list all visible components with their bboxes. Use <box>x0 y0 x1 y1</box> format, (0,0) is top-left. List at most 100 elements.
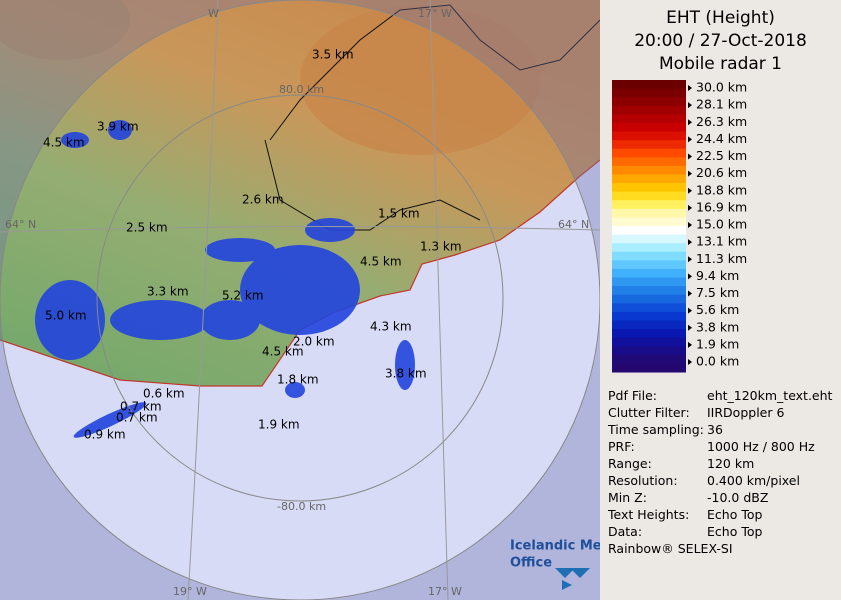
scale-band <box>612 268 686 279</box>
info-label: Time sampling: <box>608 422 704 437</box>
scale-label: 9.4 km <box>696 268 739 283</box>
scale-band <box>612 234 686 244</box>
scale-band <box>612 105 686 115</box>
scale-band <box>612 131 686 141</box>
info-value: 0.400 km/pixel <box>707 473 800 488</box>
scale-tick <box>688 256 692 263</box>
scale-band <box>612 226 686 236</box>
scale-tick <box>688 273 692 280</box>
scale-tick <box>688 153 692 160</box>
height-label: 0.9 km <box>84 428 126 442</box>
scale-tick <box>688 119 692 126</box>
info-label: Pdf File: <box>608 388 657 403</box>
scale-band <box>612 243 686 253</box>
scale-band <box>612 303 686 313</box>
scale-tick <box>688 204 692 211</box>
radar-map: W 17° W 80.0 km 64° N 64° N -80.0 km 19° W 17° … <box>0 0 600 600</box>
grid-label: 64° N <box>558 218 589 231</box>
scale-label: 13.1 km <box>696 234 747 249</box>
info-value: IIRDoppler 6 <box>707 405 785 420</box>
scale-label: 1.9 km <box>696 336 739 351</box>
scale-band <box>612 140 686 150</box>
info-label: Clutter Filter: <box>608 405 690 420</box>
info-label: Data: <box>608 524 643 539</box>
scale-band <box>612 200 686 210</box>
info-label: Resolution: <box>608 473 678 488</box>
info-value: Echo Top <box>707 524 763 539</box>
scale-label: 7.5 km <box>696 285 739 300</box>
height-label: 1.9 km <box>258 418 300 432</box>
scale-band <box>612 251 686 261</box>
height-label: 3.3 km <box>147 285 189 299</box>
scale-tick <box>688 239 692 246</box>
info-label: Range: <box>608 456 652 471</box>
highland <box>0 0 130 60</box>
echoes <box>35 120 415 438</box>
title: EHT (Height) <box>666 8 775 28</box>
grid-label: 64° N <box>5 218 36 231</box>
range-ring <box>96 94 504 502</box>
scale-tick <box>688 136 692 143</box>
scale-band <box>612 148 686 158</box>
scale-band <box>612 114 686 124</box>
graticule <box>0 0 600 600</box>
scale-band <box>612 286 686 296</box>
scale-label: 24.4 km <box>696 131 747 146</box>
height-label: 4.3 km <box>370 320 412 334</box>
scale-label: 15.0 km <box>696 217 747 232</box>
info-value: Echo Top <box>707 507 763 522</box>
height-label: 4.5 km <box>43 136 85 150</box>
info-value: -10.0 dBZ <box>707 490 769 505</box>
scale-label: 18.8 km <box>696 182 747 197</box>
height-label: 3.8 km <box>385 367 427 381</box>
scale-label: 22.5 km <box>696 148 747 163</box>
height-label: 4.5 km <box>360 255 402 269</box>
scale-label: 28.1 km <box>696 97 747 112</box>
logo-mark <box>555 568 590 590</box>
height-label: 3.9 km <box>97 120 139 134</box>
height-label: 1.3 km <box>420 240 462 254</box>
scale-band <box>612 174 686 184</box>
scale-label: 30.0 km <box>696 80 747 95</box>
height-label: 0.7 km <box>120 400 162 414</box>
glacier-outline <box>264 4 600 231</box>
height-label: 3.5 km <box>312 48 354 62</box>
scale-band <box>612 329 686 339</box>
scale-band <box>612 165 686 175</box>
logo-text: Icelandic Met <box>510 539 600 554</box>
height-label: 2.6 km <box>242 193 284 207</box>
scale-label: 20.6 km <box>696 165 747 180</box>
height-label: 0.7 km <box>116 411 158 425</box>
height-label: 2.5 km <box>126 221 168 235</box>
height-label: 4.5 km <box>262 345 304 359</box>
scale-label: 5.6 km <box>696 302 739 317</box>
color-scale: 30.0 km 28.1 km 26.3 km 24.4 km 22.5 km 20.6 … <box>612 80 747 373</box>
station: Mobile radar 1 <box>659 54 782 74</box>
highland <box>300 5 540 155</box>
scale-band <box>612 80 686 90</box>
logo-text: Office <box>510 556 552 571</box>
info-label: Text Heights: <box>608 507 690 522</box>
scale-band <box>612 122 686 133</box>
scale-band <box>612 311 686 321</box>
side-panel: EHT (Height) 20:00 / 27-Oct-2018 Mobile … <box>600 0 841 600</box>
scale-band <box>612 320 686 330</box>
grid-label: 80.0 km <box>279 83 324 96</box>
scale-band <box>612 354 686 364</box>
height-label: 5.2 km <box>222 289 264 303</box>
scale-band <box>612 208 686 218</box>
scale-tick <box>688 307 692 314</box>
footer: Rainbow® SELEX-SI <box>608 541 733 556</box>
scale-tick <box>688 290 692 297</box>
grid-label: -80.0 km <box>277 500 326 513</box>
info-label: Min Z: <box>608 490 647 505</box>
scale-label: 0.0 km <box>696 354 739 369</box>
height-label: 5.0 km <box>45 309 87 323</box>
height-label: 1.8 km <box>277 373 319 387</box>
scale-band <box>612 337 686 347</box>
grid-label: 17° W <box>418 7 452 20</box>
scale-tick <box>688 222 692 228</box>
scale-band <box>612 191 686 201</box>
scale-label: 26.3 km <box>696 114 747 129</box>
